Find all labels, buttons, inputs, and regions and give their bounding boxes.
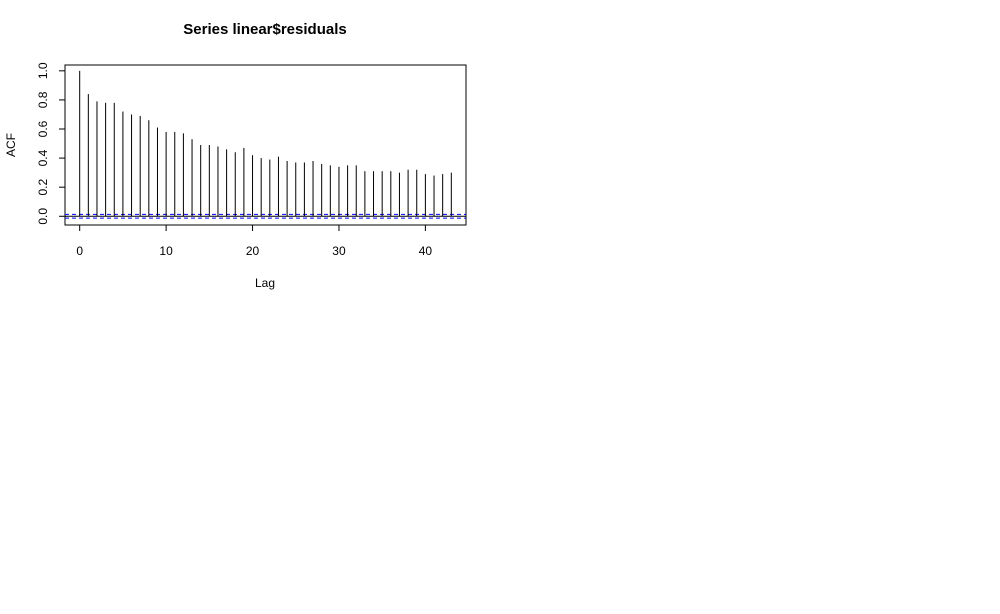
x-tick-label-30: 30 [332,244,346,258]
x-tick-label-0: 0 [76,244,83,258]
y-axis-label: ACF [4,133,18,157]
x-tick-label-10: 10 [159,244,173,258]
x-axis-label: Lag [255,276,275,290]
acf-bars [79,70,452,217]
chart-title: Series linear$residuals [183,21,346,38]
y-tick-label-2: 0.4 [36,149,50,166]
y-tick-label-5: 1.0 [36,62,50,79]
y-tick-label-1: 0.2 [36,179,50,196]
x-axis: 0 10 20 30 40 [76,225,432,258]
y-tick-label-4: 0.8 [36,91,50,108]
y-tick-label-0: 0.0 [36,208,50,225]
plot-frame [64,64,467,226]
x-tick-label-20: 20 [246,244,260,258]
y-axis: 0.0 0.2 0.4 0.6 0.8 1.0 [36,62,65,225]
y-tick-label-3: 0.6 [36,120,50,137]
x-tick-label-40: 40 [419,244,433,258]
